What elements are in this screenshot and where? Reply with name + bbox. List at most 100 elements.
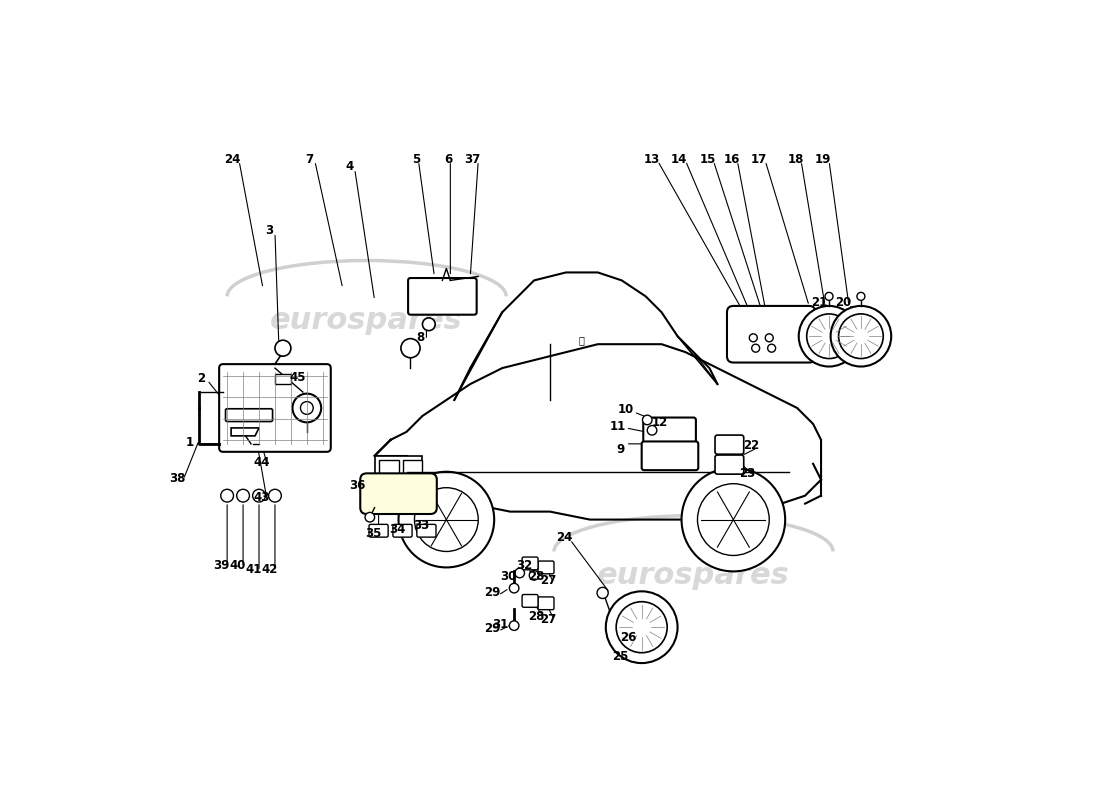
Text: 5: 5 <box>411 153 420 166</box>
FancyBboxPatch shape <box>368 524 388 537</box>
Text: 24: 24 <box>557 530 572 544</box>
Circle shape <box>509 583 519 593</box>
Text: 8: 8 <box>417 331 425 344</box>
Circle shape <box>697 484 769 555</box>
Text: 43: 43 <box>253 490 270 504</box>
Text: 16: 16 <box>724 153 740 166</box>
Circle shape <box>766 334 773 342</box>
Text: 36: 36 <box>349 479 365 492</box>
Text: Ⓛ: Ⓛ <box>579 335 585 346</box>
Text: 44: 44 <box>253 456 270 469</box>
Text: 37: 37 <box>464 153 481 166</box>
FancyBboxPatch shape <box>715 435 744 454</box>
Text: 41: 41 <box>245 562 262 575</box>
FancyBboxPatch shape <box>361 474 437 514</box>
FancyBboxPatch shape <box>522 557 538 570</box>
Circle shape <box>647 426 657 435</box>
Text: 22: 22 <box>744 439 760 452</box>
Text: 4: 4 <box>345 160 353 173</box>
FancyBboxPatch shape <box>538 561 554 574</box>
Text: 1: 1 <box>186 436 194 449</box>
FancyBboxPatch shape <box>727 306 815 362</box>
Circle shape <box>768 344 776 352</box>
FancyBboxPatch shape <box>403 460 422 480</box>
Text: 2: 2 <box>197 372 205 385</box>
Text: 29: 29 <box>484 586 500 599</box>
Text: 42: 42 <box>261 562 277 575</box>
Text: 19: 19 <box>814 153 830 166</box>
Text: 23: 23 <box>739 467 756 480</box>
Text: 12: 12 <box>652 416 668 429</box>
Circle shape <box>682 468 785 571</box>
Circle shape <box>400 338 420 358</box>
Circle shape <box>857 292 865 300</box>
Circle shape <box>751 344 760 352</box>
Text: 24: 24 <box>224 153 241 166</box>
Circle shape <box>529 570 539 580</box>
Text: 9: 9 <box>616 443 625 456</box>
Text: 34: 34 <box>388 523 405 537</box>
Circle shape <box>806 314 851 358</box>
FancyBboxPatch shape <box>393 524 412 537</box>
Circle shape <box>221 490 233 502</box>
Text: 27: 27 <box>540 574 557 587</box>
FancyBboxPatch shape <box>644 418 696 446</box>
Text: 15: 15 <box>700 153 716 166</box>
Circle shape <box>365 513 375 522</box>
Circle shape <box>606 591 678 663</box>
FancyBboxPatch shape <box>226 409 273 422</box>
Text: 27: 27 <box>540 613 557 626</box>
Text: 11: 11 <box>609 420 626 433</box>
Polygon shape <box>231 428 258 436</box>
Text: 33: 33 <box>412 519 429 533</box>
Text: 3: 3 <box>265 225 274 238</box>
Text: 20: 20 <box>835 296 851 310</box>
Circle shape <box>825 292 833 300</box>
Text: 39: 39 <box>213 558 230 571</box>
Circle shape <box>422 318 436 330</box>
Circle shape <box>253 490 265 502</box>
Circle shape <box>838 314 883 358</box>
Text: eurospares: eurospares <box>597 561 790 590</box>
Circle shape <box>300 402 313 414</box>
FancyBboxPatch shape <box>219 364 331 452</box>
Text: 25: 25 <box>612 650 628 663</box>
Text: 18: 18 <box>788 153 804 166</box>
Text: 7: 7 <box>305 153 314 166</box>
FancyBboxPatch shape <box>522 594 538 607</box>
Text: 13: 13 <box>644 153 660 166</box>
Circle shape <box>275 340 290 356</box>
FancyBboxPatch shape <box>378 460 398 480</box>
FancyBboxPatch shape <box>408 278 476 314</box>
Text: 45: 45 <box>289 371 306 384</box>
Text: 28: 28 <box>528 610 544 623</box>
FancyBboxPatch shape <box>375 456 422 484</box>
Text: 10: 10 <box>617 403 634 416</box>
Circle shape <box>509 621 519 630</box>
Text: 21: 21 <box>812 296 827 310</box>
FancyBboxPatch shape <box>417 524 436 537</box>
Circle shape <box>515 568 525 578</box>
FancyBboxPatch shape <box>641 442 698 470</box>
Circle shape <box>293 394 321 422</box>
Text: 26: 26 <box>620 631 636 644</box>
Circle shape <box>749 334 757 342</box>
FancyBboxPatch shape <box>538 597 554 610</box>
Text: 29: 29 <box>484 622 500 635</box>
Text: 17: 17 <box>750 153 767 166</box>
Text: 32: 32 <box>516 558 532 571</box>
Circle shape <box>236 490 250 502</box>
Text: 30: 30 <box>500 570 517 583</box>
Circle shape <box>398 472 494 567</box>
Text: eurospares: eurospares <box>271 306 463 334</box>
FancyBboxPatch shape <box>715 455 744 474</box>
Circle shape <box>830 306 891 366</box>
Circle shape <box>415 488 478 551</box>
Text: 28: 28 <box>528 570 544 583</box>
Text: 38: 38 <box>169 472 186 485</box>
Text: 14: 14 <box>671 153 688 166</box>
Text: 6: 6 <box>443 153 452 166</box>
Circle shape <box>642 415 652 425</box>
Circle shape <box>616 602 668 653</box>
Text: 35: 35 <box>365 527 382 541</box>
